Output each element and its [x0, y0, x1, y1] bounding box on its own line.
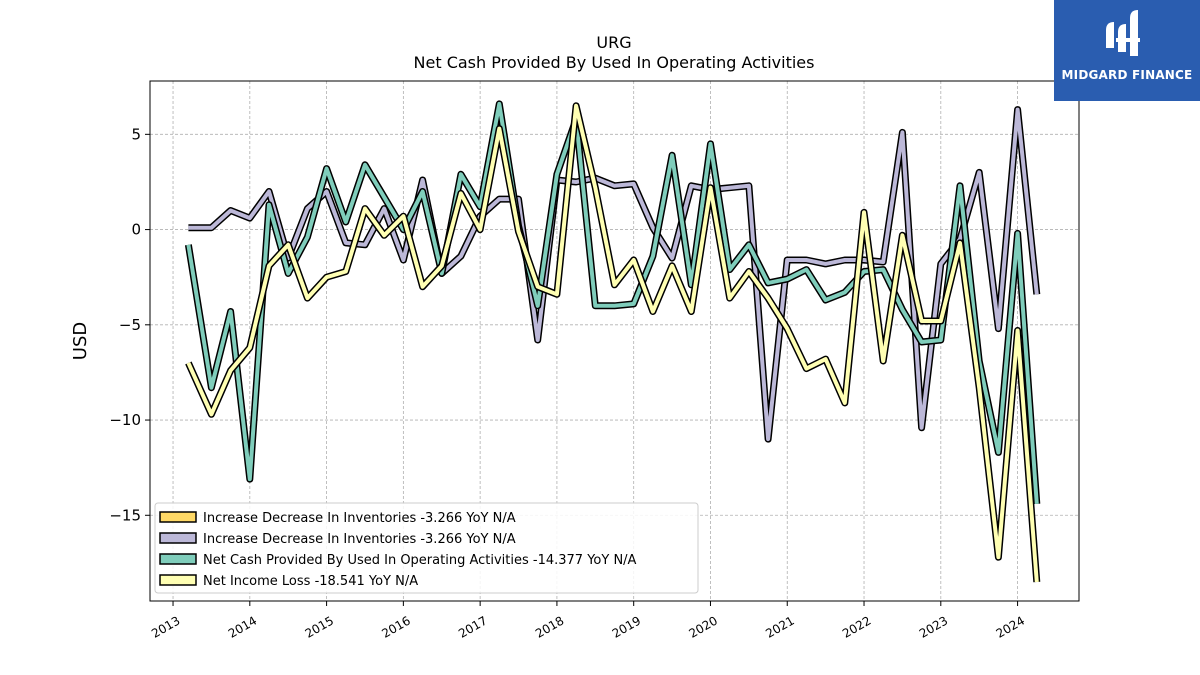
legend-entry: Increase Decrease In Inventories -3.266 …	[203, 532, 516, 547]
legend: Increase Decrease In Inventories -3.266 …	[154, 502, 699, 594]
plot-frame	[149, 80, 1080, 602]
x-tick-label: 2015	[303, 613, 336, 640]
legend-entry: Net Cash Provided By Used In Operating A…	[203, 553, 637, 568]
x-tick-label: 2024	[994, 613, 1027, 640]
x-tick-label: 2021	[763, 613, 796, 640]
midgard-logo-icon	[1106, 10, 1140, 56]
legend-swatch	[159, 553, 197, 565]
legend-swatch	[159, 532, 197, 544]
y-tick-label: 5	[131, 125, 141, 143]
y-axis-label: USD	[70, 322, 91, 360]
legend-swatch	[159, 574, 197, 586]
x-tick-label: 2013	[149, 613, 182, 640]
chart-subtitle: Net Cash Provided By Used In Operating A…	[414, 53, 815, 72]
x-tick-label: 2018	[533, 613, 566, 640]
legend-entry: Increase Decrease In Inventories -3.266 …	[203, 511, 516, 526]
y-tick-label: −15	[109, 506, 141, 524]
legend-entry: Net Income Loss -18.541 YoY N/A	[203, 574, 418, 589]
x-tick-label: 2023	[917, 613, 950, 640]
x-tick-label: 2019	[610, 613, 643, 640]
series-line-3	[186, 103, 1039, 583]
legend-box	[154, 502, 699, 594]
series-lines	[184, 100, 1041, 583]
y-tick-label: −10	[109, 411, 141, 429]
brand-logo: MIDGARD FINANCE	[1054, 0, 1200, 101]
y-tick-label: −5	[119, 316, 141, 334]
series-line-2	[186, 101, 1039, 505]
legend-swatch	[159, 511, 197, 523]
x-tick-label: 2020	[687, 613, 720, 640]
x-tick-label: 2016	[379, 613, 412, 640]
series-line-1	[188, 107, 1039, 442]
y-tick-label: 0	[131, 221, 141, 239]
logo-wordmark: MIDGARD FINANCE	[1061, 68, 1193, 82]
chart-title: URG	[596, 33, 631, 52]
x-tick-label: 2022	[840, 613, 873, 640]
x-tick-label: 2017	[456, 613, 489, 640]
x-tick-label: 2014	[226, 613, 259, 640]
